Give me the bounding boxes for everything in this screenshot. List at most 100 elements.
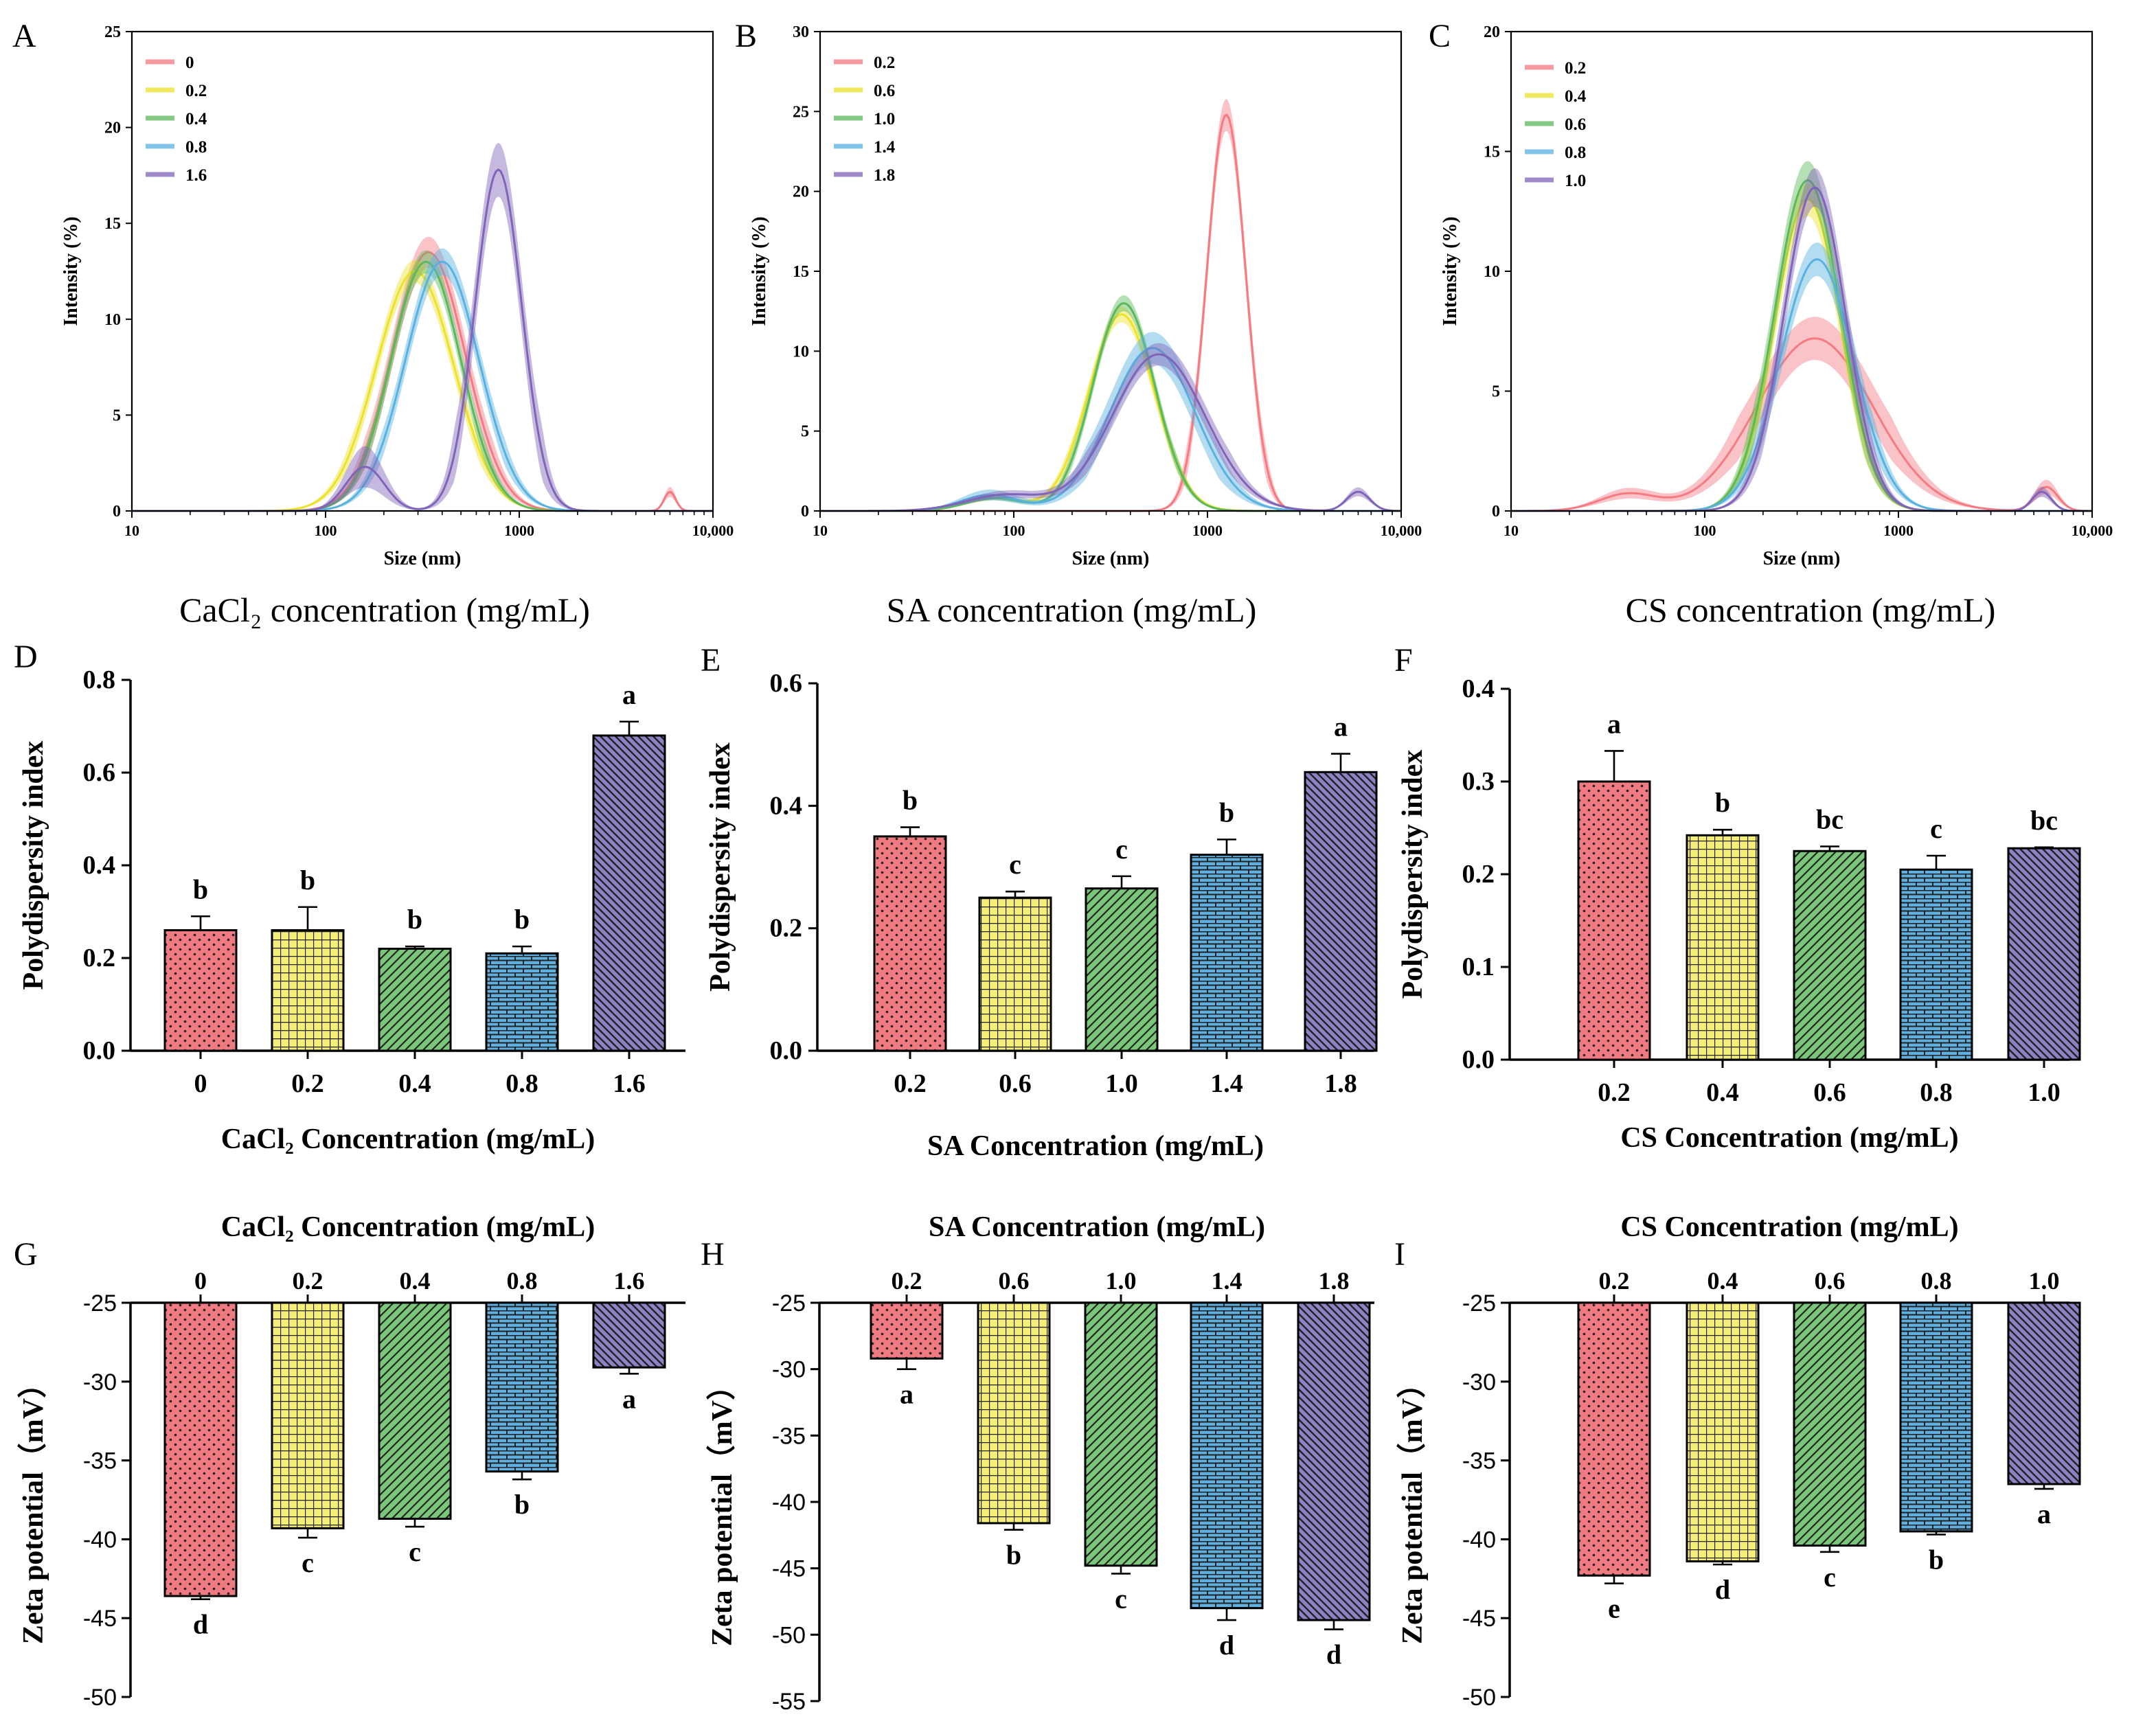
y-tick-label: 15	[793, 263, 809, 281]
line-series-1.6	[132, 168, 713, 512]
y-tick-label: 0.4	[83, 851, 116, 880]
x-tick-label: 100	[1003, 522, 1025, 539]
x-tick-label: 1.0	[1106, 1267, 1137, 1295]
bar-0.2	[1577, 1301, 1651, 1577]
bar-1.8	[1304, 771, 1378, 1052]
y-tick-label: 0.2	[770, 914, 803, 943]
x-tick-label: 0.4	[400, 1267, 431, 1295]
y-tick-label: -40	[1462, 1527, 1496, 1553]
legend-label: 0	[185, 54, 194, 72]
panel-H: H -25 -30 -35 -40 -45 -50 -55 a 0.2 b 0.6 c 1.0 d 1.4 d 1…	[701, 1211, 1374, 1715]
significance-letter: a	[622, 679, 636, 710]
y-tick-label: 5	[113, 407, 121, 424]
y-axis-label: Polydispersity index	[18, 741, 49, 990]
panel-E: E 0.0 0.2 0.4 0.6 b 0.2 c 0.6 c 1.0 b 1.4 a 1.8 SA Conc…	[701, 642, 1378, 1162]
x-tick-label: 0.2	[894, 1069, 927, 1098]
legend-label: 0.4	[185, 110, 207, 128]
x-tick-label: 0.2	[293, 1267, 324, 1295]
error-bar-1.0	[1112, 875, 1131, 889]
legend-label: 1.6	[185, 166, 207, 185]
y-axis-label: Intensity (%)	[60, 216, 82, 326]
legend-label: 1.4	[874, 138, 896, 157]
significance-letter: c	[1115, 1583, 1127, 1614]
x-tick-label: 1.6	[613, 1069, 646, 1098]
x-tick-label: 1000	[1192, 522, 1223, 539]
bar-0.4	[378, 948, 452, 1052]
panel-label: H	[701, 1236, 725, 1273]
x-tick-label: 1.8	[1319, 1267, 1350, 1295]
bar-0.8	[485, 952, 559, 1052]
bar-1.0	[2007, 847, 2081, 1061]
y-tick-label: 0	[1492, 503, 1500, 521]
significance-letter: b	[193, 874, 208, 904]
bar-0.6	[1793, 1301, 1867, 1547]
x-axis-label: Size (nm)	[384, 548, 462, 569]
x-tick-label: 1.4	[1212, 1267, 1242, 1295]
legend-label: 1.0	[1565, 172, 1586, 190]
error-bar-0.2	[1604, 750, 1624, 782]
x-tick-label: 0.8	[506, 1069, 538, 1098]
legend-label: 0.4	[1565, 87, 1587, 106]
y-tick-label: 0.3	[1462, 767, 1495, 796]
bar-0.2	[271, 929, 345, 1052]
significance-letter: a	[1607, 708, 1621, 739]
x-tick-label: 1.0	[2029, 1267, 2060, 1295]
error-bar-0.6	[1006, 890, 1025, 898]
panel-label: D	[14, 639, 38, 675]
significance-letter: b	[1006, 1540, 1021, 1571]
significance-letter: b	[407, 904, 422, 935]
y-tick-label: 0.4	[770, 791, 803, 820]
x-tick-label: 0.6	[1815, 1267, 1846, 1295]
y-tick-label: 30	[793, 23, 809, 41]
error-bar-0.2	[298, 906, 317, 931]
error-bar-0.8	[512, 1471, 532, 1481]
bar-1.0	[1085, 887, 1159, 1052]
x-tick-label: 1000	[1883, 522, 1914, 539]
bar-0.4	[1686, 1301, 1760, 1563]
x-tick-label: 1.6	[614, 1267, 645, 1295]
error-bar-0.2	[900, 826, 920, 836]
x-tick-label: 0.4	[398, 1069, 431, 1098]
legend-label: 0.2	[1565, 59, 1586, 78]
error-bar-0.6	[1004, 1523, 1023, 1531]
panel-caption: SA concentration (mg/mL)	[887, 591, 1257, 629]
significance-letter: d	[1219, 1630, 1234, 1661]
y-tick-label: 25	[104, 23, 121, 41]
y-tick-label: 0.8	[83, 665, 116, 694]
significance-letter: b	[300, 865, 315, 896]
bar-1.6	[592, 734, 666, 1052]
panel-I: I -25 -30 -35 -40 -45 -50 e 0.2 d 0.4 c 0.6 b 0.8 a 1.0 C…	[1394, 1211, 2081, 1711]
error-bar-0.6	[1820, 845, 1839, 852]
x-tick-label: 1.4	[1210, 1069, 1243, 1098]
panel-G: G -25 -30 -35 -40 -45 -50 d 0 c 0.2 c 0.4 b 0.8 a 1.6 CaC…	[14, 1211, 685, 1711]
y-tick-label: 0.0	[770, 1036, 803, 1065]
panel-label: E	[701, 642, 720, 679]
x-tick-label: 0.8	[1920, 1078, 1953, 1107]
y-tick-label: 15	[104, 215, 121, 233]
y-tick-label: -25	[83, 1290, 117, 1317]
band-series-1.6	[132, 142, 713, 511]
y-tick-label: 0.0	[83, 1036, 116, 1065]
significance-letter: d	[193, 1609, 208, 1640]
y-tick-label: 5	[1492, 383, 1500, 401]
bar-1.0	[1084, 1301, 1158, 1567]
y-tick-label: 0.0	[1462, 1045, 1495, 1074]
error-bar-1.6	[620, 1367, 639, 1375]
bar-1.0	[2007, 1301, 2081, 1485]
error-bar-0.8	[512, 945, 532, 954]
error-bar-1.6	[620, 720, 639, 736]
bar-0.2	[271, 1301, 345, 1529]
y-tick-label: -30	[772, 1357, 806, 1383]
error-bar-0.6	[1820, 1545, 1839, 1553]
x-axis-label: Size (nm)	[1763, 548, 1841, 569]
bar-1.6	[592, 1301, 666, 1369]
y-tick-label: -45	[83, 1606, 117, 1632]
y-tick-label: -50	[1462, 1685, 1496, 1711]
error-bar-1.0	[2034, 1484, 2054, 1490]
y-tick-label: 0.1	[1462, 953, 1495, 981]
band-series-0.8	[1511, 242, 2092, 511]
x-tick-label: 0.6	[999, 1267, 1030, 1295]
legend-label: 1.0	[874, 110, 895, 128]
y-tick-label: 10	[793, 343, 809, 361]
y-tick-label: -30	[1462, 1369, 1496, 1395]
